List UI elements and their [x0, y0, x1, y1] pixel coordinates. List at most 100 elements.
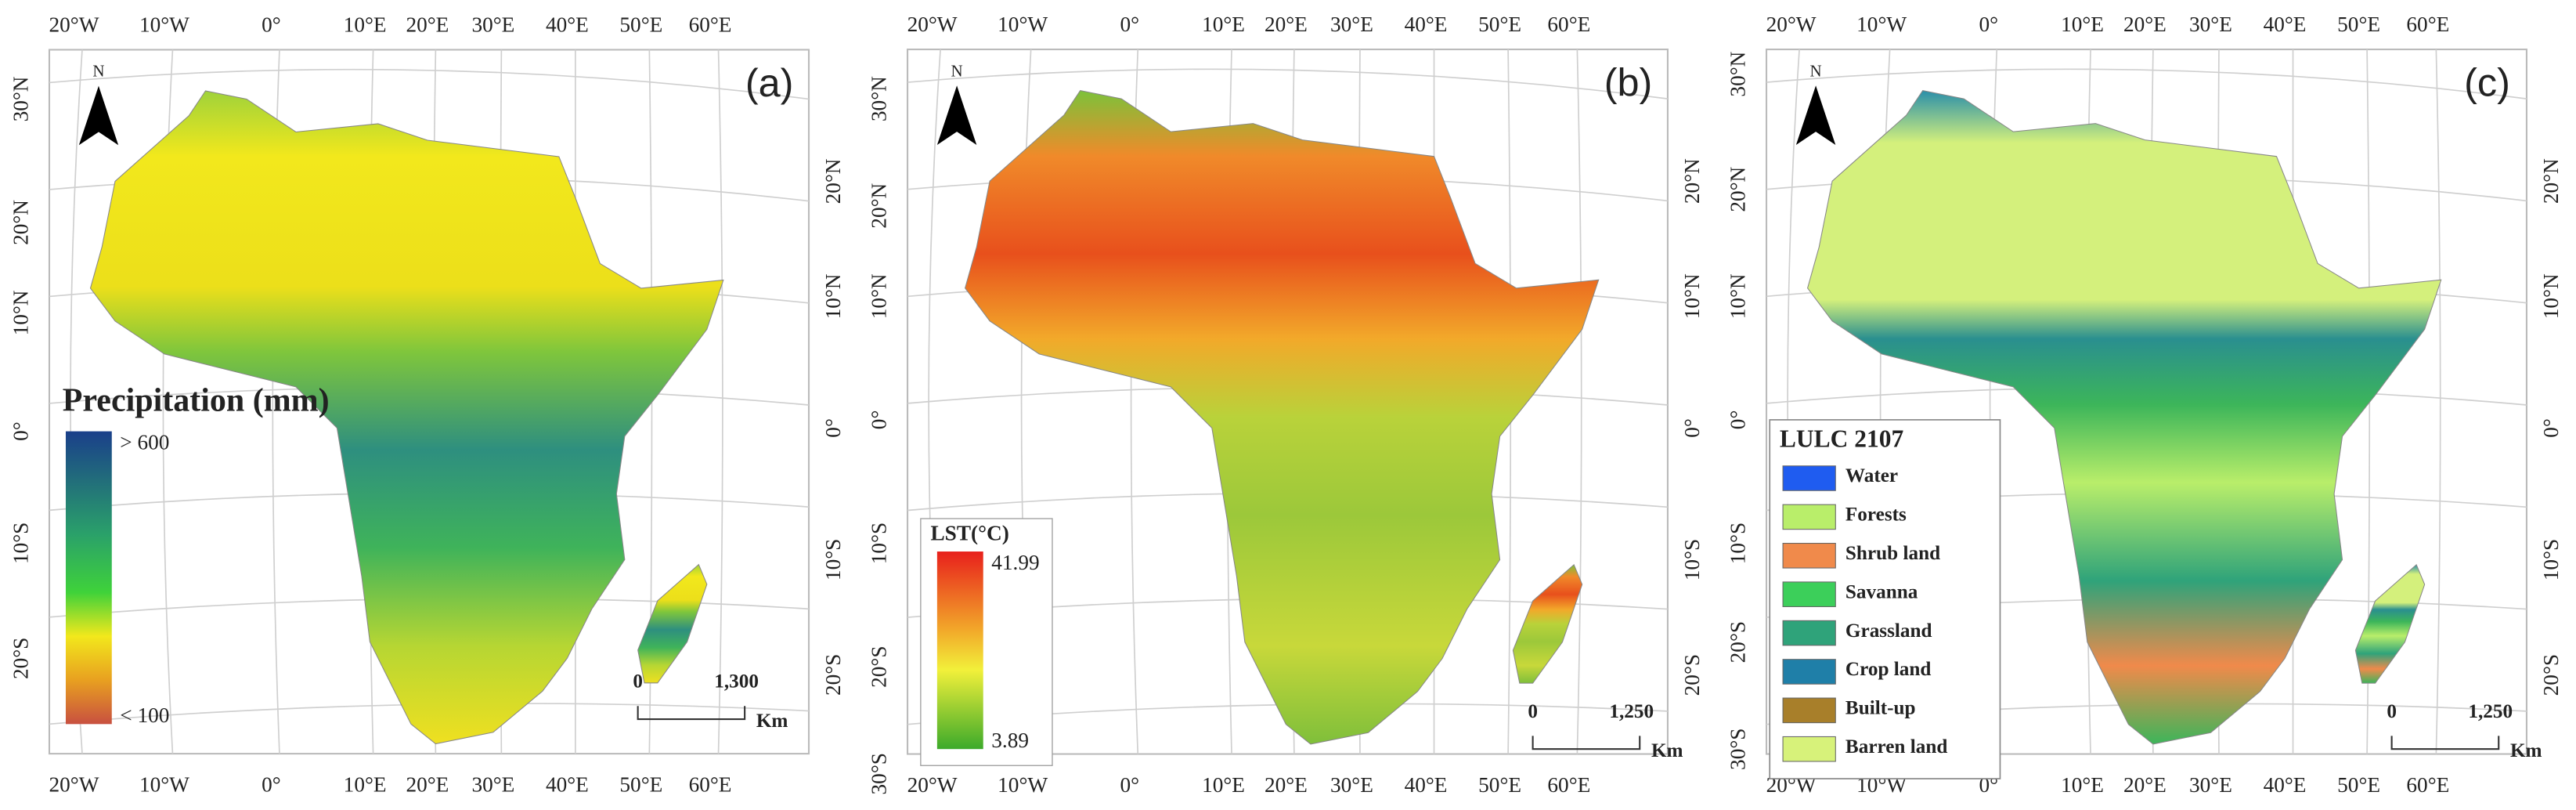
legend-swatch	[1782, 620, 1836, 646]
legend-swatch	[1782, 736, 1836, 762]
right-lat-label: 10°S	[821, 539, 845, 580]
scale-bar	[2390, 736, 2500, 750]
legend-swatch	[1782, 697, 1836, 724]
bottom-lon-label: 20°W	[907, 773, 958, 797]
legend-max: 41.99	[991, 551, 1039, 574]
right-lat-label: 0°	[1680, 418, 1704, 438]
scale-unit: Km	[2510, 740, 2542, 761]
bottom-lon-label: 30°E	[2189, 773, 2232, 797]
legend-title: LST(°C)	[930, 521, 1008, 544]
left-lat-label: 10°S	[868, 523, 891, 564]
right-lat-label: 20°N	[2539, 158, 2563, 204]
top-lon-label: 40°E	[2264, 13, 2307, 36]
right-lat-label: 10°S	[2539, 539, 2563, 580]
left-lat-label: 30°N	[868, 76, 891, 121]
legend-colorbar	[65, 431, 112, 725]
left-lat-label: 10°S	[9, 523, 33, 564]
north-label: N	[1810, 61, 1822, 80]
legend-swatch	[1782, 504, 1836, 530]
right-lat-label: 0°	[821, 418, 845, 438]
africa-land	[1807, 90, 2442, 745]
right-lat-label: 20°N	[1680, 158, 1704, 204]
top-lon-label: 20°W	[49, 13, 99, 36]
scale-end: 1,250	[2468, 701, 2513, 722]
graticule	[1576, 49, 1582, 754]
left-lat-label: 30°S	[868, 753, 891, 794]
left-lat-label: 20°N	[868, 183, 891, 228]
bottom-lon-label: 50°E	[619, 772, 662, 796]
scale-end: 1,300	[714, 671, 759, 692]
bottom-lon-label: 30°E	[471, 772, 514, 796]
top-lon-label: 0°	[1120, 13, 1139, 36]
legend-min: < 100	[120, 703, 169, 727]
legend-swatch	[1782, 543, 1836, 569]
bottom-lon-label: 60°E	[689, 772, 732, 796]
bottom-lon-label: 40°E	[1405, 773, 1448, 797]
map-panel: 20°W 10°W 0° 10°E 20°E 30°E 40°E 50°E 60°E20°W 10…	[9, 13, 845, 796]
bottom-lon-label: 30°E	[1330, 773, 1373, 797]
legend-item: Shrub land	[1845, 543, 1940, 564]
bottom-lon-label: 20°E	[406, 772, 449, 796]
legend-swatch	[1782, 659, 1836, 685]
right-lat-label: 20°S	[821, 654, 845, 696]
legend-title: Precipitation (mm)	[63, 383, 330, 419]
bottom-lon-label: 20°E	[2123, 773, 2167, 797]
legend-max: > 600	[120, 431, 169, 454]
top-lon-label: 60°E	[1547, 13, 1590, 36]
legend-item: Water	[1845, 465, 1898, 486]
legend-item: Built-up	[1845, 698, 1916, 719]
top-lon-label: 10°E	[344, 13, 387, 36]
right-lat-label: 10°S	[1680, 539, 1704, 580]
top-lon-label: 20°W	[1766, 13, 1817, 36]
graticule	[1766, 68, 2527, 99]
graticule	[2435, 49, 2441, 754]
africa-land	[89, 90, 724, 745]
north-arrow	[936, 85, 977, 145]
north-label: N	[92, 62, 104, 81]
scale-start: 0	[1528, 701, 1538, 722]
bottom-lon-label: 0°	[1120, 773, 1139, 797]
top-lon-label: 30°E	[1330, 13, 1373, 36]
top-lon-label: 10°W	[1856, 13, 1907, 36]
legend-item: Grassland	[1845, 620, 1932, 642]
scale-unit: Km	[1651, 740, 1683, 761]
top-lon-label: 0°	[1979, 13, 1998, 36]
graticule	[907, 68, 1669, 99]
scale-unit: Km	[756, 711, 788, 732]
right-lat-label: 10°N	[2539, 273, 2563, 319]
top-lon-label: 40°E	[1405, 13, 1448, 36]
left-lat-label: 30°N	[9, 76, 33, 121]
bottom-lon-label: 10°E	[1202, 773, 1245, 797]
scale-start: 0	[2387, 701, 2397, 722]
panel-label: (a)	[745, 60, 794, 105]
top-lon-label: 40°E	[546, 13, 589, 36]
madagascar-land	[2354, 563, 2426, 684]
legend-swatch	[1782, 581, 1836, 607]
top-lon-label: 20°E	[1265, 13, 1308, 36]
left-lat-label: 10°S	[1726, 523, 1750, 564]
map-panel: 20°W 10°W 0° 10°E 20°E 30°E 40°E 50°E 60°E20°W 10…	[1726, 13, 2563, 797]
bottom-lon-label: 50°E	[1478, 773, 1521, 797]
bottom-lon-label: 60°E	[2406, 773, 2449, 797]
bottom-lon-label: 50°E	[2337, 773, 2380, 797]
left-lat-label: 20°S	[9, 638, 33, 679]
legend-min: 3.89	[991, 729, 1029, 752]
north-arrow	[1795, 85, 1836, 145]
bottom-lon-label: 10°E	[344, 772, 387, 796]
right-lat-label: 10°N	[821, 273, 845, 319]
bottom-lon-label: 20°E	[1265, 773, 1308, 797]
top-lon-label: 10°E	[2061, 13, 2104, 36]
graticule	[717, 49, 723, 754]
bottom-lon-label: 0°	[262, 772, 281, 796]
right-lat-label: 0°	[2539, 418, 2563, 438]
north-arrow	[78, 85, 119, 146]
top-lon-label: 60°E	[2406, 13, 2449, 36]
scale-bar	[1532, 736, 1641, 750]
legend-item: Savanna	[1845, 581, 1918, 602]
top-lon-label: 20°E	[2123, 13, 2167, 36]
bottom-lon-label: 10°E	[2061, 773, 2104, 797]
bottom-lon-label: 10°W	[139, 772, 189, 796]
left-lat-label: 20°N	[9, 200, 33, 245]
